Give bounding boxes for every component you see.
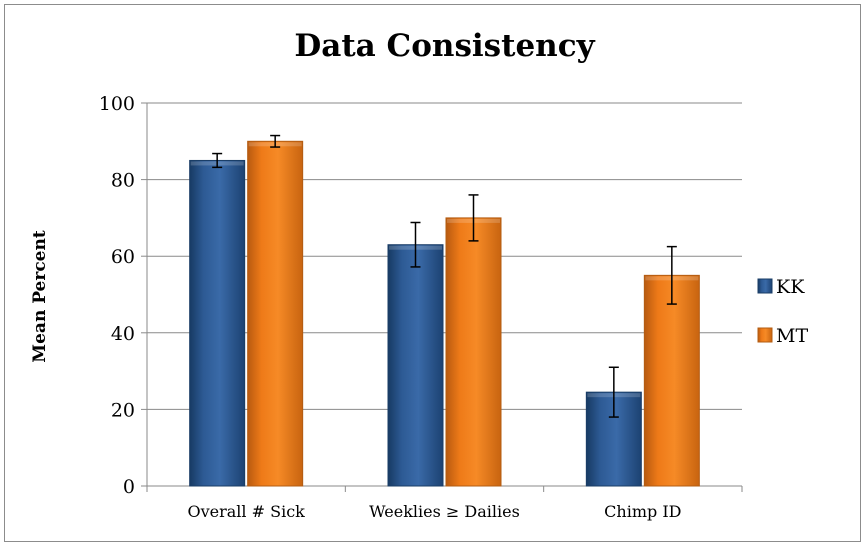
- bars: [189, 140, 700, 487]
- axes: [141, 102, 743, 492]
- legend: KK MT: [757, 276, 808, 347]
- y-tick-label: 100: [99, 93, 135, 115]
- legend-swatch-kk: [757, 278, 773, 294]
- y-tick-label: 80: [111, 170, 135, 192]
- error-bars: [212, 134, 677, 418]
- bar-kk: [387, 244, 444, 487]
- x-category-label: Weeklies ≥ Dailies: [369, 502, 520, 521]
- bar-mt: [247, 140, 304, 487]
- y-tick-label: 0: [123, 476, 135, 498]
- legend-label-mt: MT: [776, 325, 808, 347]
- legend-label-kk: KK: [776, 276, 805, 298]
- bar-mt: [445, 217, 502, 487]
- x-category-label: Chimp ID: [604, 502, 681, 521]
- labels: 0 20 40 60 80 100 Mean Percent Overall # Sick We…: [30, 93, 681, 521]
- bar-mt: [643, 274, 700, 487]
- y-tick-label: 40: [111, 323, 135, 345]
- chart-title: Data Consistency: [294, 28, 595, 64]
- y-tick-label: 20: [111, 399, 135, 421]
- y-tick-label: 60: [111, 246, 135, 268]
- bar-kk: [189, 159, 246, 487]
- x-category-label: Overall # Sick: [187, 502, 305, 521]
- gridlines: [147, 102, 742, 410]
- legend-swatch-mt: [757, 327, 773, 343]
- y-axis-title: Mean Percent: [30, 230, 50, 363]
